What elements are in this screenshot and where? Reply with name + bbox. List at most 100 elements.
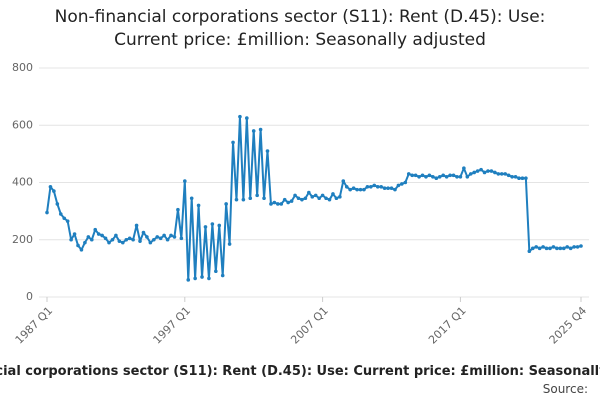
point — [503, 172, 508, 176]
point — [324, 196, 328, 201]
point — [382, 186, 387, 191]
point — [362, 187, 366, 192]
point — [103, 236, 108, 241]
point — [251, 129, 256, 133]
point — [468, 172, 473, 176]
point — [310, 195, 315, 199]
point — [455, 174, 459, 179]
point — [544, 246, 549, 251]
y-tick-label: 400 — [12, 176, 33, 189]
point — [224, 202, 228, 206]
point — [341, 179, 346, 183]
point — [489, 169, 494, 173]
point — [200, 275, 204, 279]
point — [214, 269, 218, 274]
point — [114, 233, 118, 238]
point — [358, 187, 363, 192]
point — [300, 197, 304, 202]
point — [441, 173, 445, 178]
point — [320, 193, 325, 198]
point — [276, 202, 280, 206]
point — [117, 239, 122, 243]
point — [403, 180, 408, 185]
point — [279, 202, 284, 206]
point — [513, 174, 518, 179]
x-tick-label: 2007 Q1 — [288, 304, 331, 347]
point — [152, 237, 156, 242]
point — [286, 200, 290, 205]
y-tick-label: 800 — [12, 61, 33, 74]
point — [434, 176, 439, 181]
point — [207, 276, 211, 281]
point — [120, 240, 125, 245]
point — [527, 249, 532, 253]
point — [506, 173, 511, 178]
point — [448, 173, 452, 178]
point — [165, 237, 170, 242]
point — [410, 173, 414, 178]
point — [431, 174, 435, 179]
point — [344, 184, 349, 189]
point — [331, 192, 335, 196]
point — [55, 202, 60, 206]
point — [145, 235, 149, 239]
point — [386, 186, 390, 191]
point — [196, 203, 201, 208]
point — [417, 174, 421, 179]
point — [282, 197, 287, 202]
point — [338, 195, 342, 199]
point — [379, 184, 383, 189]
point — [355, 187, 359, 192]
point — [45, 210, 49, 215]
point — [451, 173, 456, 178]
x-tick-label: 1997 Q1 — [151, 304, 194, 347]
y-tick-label: 200 — [12, 233, 33, 246]
point — [138, 239, 142, 243]
point — [162, 233, 166, 238]
point — [496, 172, 501, 176]
point — [472, 170, 477, 175]
point — [561, 246, 566, 251]
point — [420, 173, 425, 178]
point — [510, 174, 514, 179]
point — [575, 245, 580, 249]
point — [313, 193, 318, 198]
point — [530, 246, 535, 251]
point — [127, 236, 132, 241]
point — [62, 216, 67, 221]
point — [231, 140, 235, 145]
point — [262, 196, 266, 201]
point — [217, 223, 222, 228]
point — [52, 189, 56, 193]
point — [555, 246, 559, 251]
point — [100, 233, 104, 238]
point — [479, 167, 483, 172]
point — [524, 176, 528, 181]
point — [369, 184, 373, 189]
point — [424, 174, 428, 179]
point — [193, 276, 197, 281]
point — [183, 179, 187, 183]
point — [568, 246, 573, 251]
point — [203, 225, 208, 229]
point — [365, 184, 370, 189]
point — [541, 245, 545, 249]
point — [172, 235, 177, 239]
point — [517, 176, 521, 181]
point — [307, 190, 311, 195]
point — [89, 237, 94, 242]
point — [131, 237, 135, 242]
point — [255, 193, 259, 198]
point — [296, 196, 301, 201]
point — [189, 196, 194, 201]
point — [76, 243, 80, 248]
point — [437, 174, 442, 179]
point — [86, 235, 91, 239]
point — [537, 246, 542, 251]
point — [348, 187, 352, 192]
point — [269, 202, 273, 206]
point — [134, 223, 139, 228]
point — [72, 232, 77, 236]
